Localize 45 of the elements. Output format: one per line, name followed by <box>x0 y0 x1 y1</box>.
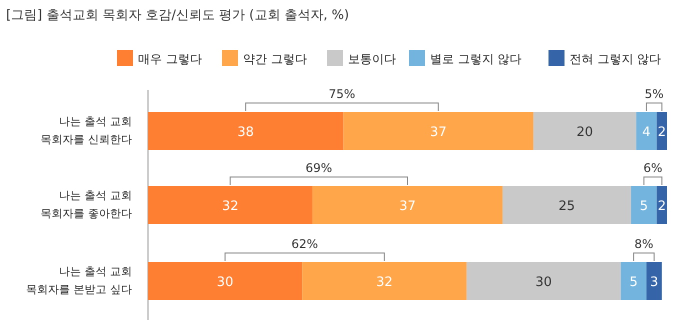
legend-label: 별로 그렇지 않다 <box>430 52 522 66</box>
data-label: 2 <box>658 125 666 140</box>
bar <box>302 262 467 300</box>
bar <box>620 262 646 300</box>
data-label: 20 <box>576 125 594 140</box>
bar <box>502 186 632 224</box>
legend-label: 매우 그렇다 <box>138 52 202 66</box>
data-label: 3 <box>650 275 658 290</box>
data-label: 32 <box>376 275 393 290</box>
chart-title: [그림] 출석교회 목회자 호감/신뢰도 평가 (교회 출석자, %) <box>6 8 350 23</box>
bar <box>533 112 636 150</box>
bar <box>148 112 344 150</box>
legend-label: 전혀 그렇지 않다 <box>570 52 662 66</box>
data-label: 37 <box>399 199 416 214</box>
data-label: 30 <box>216 275 234 290</box>
legend-label: 약간 그렇다 <box>243 52 307 66</box>
y-tick-label: 나는 출석 교회 목회자를 신뢰한다 <box>40 114 132 148</box>
annotation: 8% <box>634 237 654 251</box>
bar <box>656 186 667 224</box>
data-label: 2 <box>658 199 666 214</box>
bar <box>343 112 534 150</box>
data-label: 32 <box>222 199 238 214</box>
bar <box>148 262 302 300</box>
bar <box>312 186 503 224</box>
bar <box>466 262 621 300</box>
bar <box>646 262 662 300</box>
data-label: 37 <box>430 125 447 140</box>
annotation: 5% <box>644 87 664 101</box>
annotation: 6% <box>643 161 662 175</box>
data-label: 30 <box>535 275 552 290</box>
data-label: 38 <box>237 125 254 140</box>
data-label: 25 <box>558 199 576 214</box>
annotation: 69% <box>306 161 332 175</box>
bar <box>636 112 657 150</box>
bar <box>631 186 657 224</box>
data-label: 5 <box>629 275 638 290</box>
annotation: 75% <box>328 87 356 101</box>
legend-label: 보통이다 <box>348 52 396 66</box>
y-tick-label: 나는 출석 교회 목회자를 본받고 싶다 <box>25 264 132 298</box>
bar <box>656 112 667 150</box>
annotation: 62% <box>291 237 318 251</box>
data-label: 5 <box>640 199 648 214</box>
data-label: 4 <box>642 125 651 140</box>
bar <box>148 186 312 224</box>
y-tick-label: 나는 출석 교회 목회자를 좋아한다 <box>40 188 132 222</box>
